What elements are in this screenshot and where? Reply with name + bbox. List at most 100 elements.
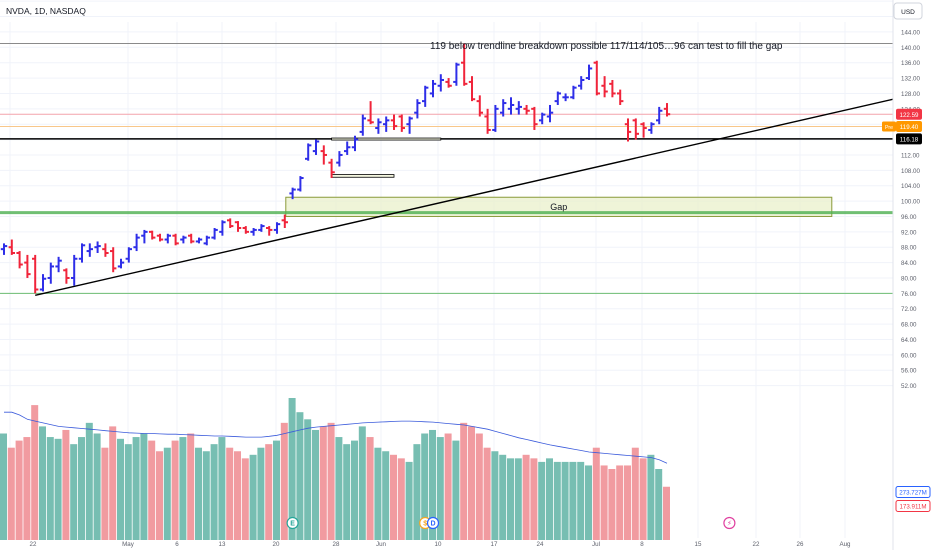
volume-bar bbox=[397, 458, 405, 540]
price-tick-label: 128.00 bbox=[901, 91, 920, 98]
ohlc-bar bbox=[367, 101, 374, 125]
ohlc-bar bbox=[55, 256, 62, 273]
volume-bar bbox=[273, 440, 280, 540]
volume-bar bbox=[374, 447, 382, 540]
volume-bar bbox=[647, 454, 655, 540]
ohlc-bar bbox=[515, 101, 522, 115]
ohlc-bar bbox=[351, 135, 359, 152]
price-axis-background bbox=[893, 0, 932, 550]
event-marker-circle[interactable] bbox=[286, 516, 299, 530]
ohlc-bar bbox=[94, 241, 101, 253]
ohlc-bar bbox=[117, 258, 125, 269]
ohlc-bar bbox=[47, 262, 54, 284]
x-tick-label: May bbox=[122, 541, 135, 548]
volume-bar bbox=[23, 437, 31, 540]
trendline[interactable] bbox=[35, 98, 894, 296]
ohlc-bar bbox=[172, 233, 179, 246]
ohlc-bar bbox=[398, 114, 405, 132]
volume-bar bbox=[46, 437, 54, 540]
x-tick-label: 6 bbox=[175, 541, 179, 548]
ohlc-bar bbox=[344, 141, 351, 155]
volume-bar bbox=[39, 426, 46, 540]
price-tick-label: 144.00 bbox=[901, 29, 920, 36]
ohlc-bar bbox=[461, 43, 468, 86]
ohlc-bar bbox=[359, 114, 366, 136]
ohlc-bar bbox=[562, 93, 569, 102]
ohlc-bar bbox=[219, 220, 226, 236]
ohlc-bar bbox=[390, 114, 398, 130]
level-box-0[interactable] bbox=[331, 174, 395, 178]
volume-bar bbox=[202, 451, 210, 540]
volume-bar bbox=[179, 437, 187, 540]
ohlc-bar bbox=[188, 233, 195, 244]
level-box-1[interactable] bbox=[331, 137, 442, 141]
volume-bar bbox=[249, 454, 257, 540]
volume-bar bbox=[7, 447, 15, 540]
volume-label-value: 273.727M bbox=[899, 490, 927, 497]
volume-label-box bbox=[895, 500, 931, 512]
price-axis-layer[interactable]: 52.00 56.00 60.00 64.00 68.00 72.00 76.00 80.00… bbox=[30, 0, 932, 550]
volume-bar bbox=[522, 454, 530, 540]
volume-bar bbox=[405, 461, 413, 540]
ohlc-bar bbox=[305, 143, 312, 161]
ohlc-bar bbox=[375, 118, 382, 134]
volume-bar bbox=[0, 433, 7, 540]
ohlc-bar bbox=[110, 247, 117, 273]
event-markers-layer[interactable]: E $ D ⚡ bbox=[286, 516, 736, 530]
x-tick-label: Jun bbox=[376, 541, 387, 548]
volume-bar bbox=[452, 440, 460, 540]
ohlc-bar bbox=[523, 104, 530, 115]
drawing-layer[interactable]: Gap bbox=[0, 42, 894, 296]
x-tick-label: 10 bbox=[435, 541, 442, 548]
x-tick-label: 24 bbox=[537, 541, 544, 548]
event-marker-circle[interactable] bbox=[426, 516, 440, 530]
ohlc-bar bbox=[539, 112, 546, 125]
event-marker[interactable]: ⚡ bbox=[723, 516, 736, 530]
ohlc-bar bbox=[445, 78, 452, 88]
ohlc-bar bbox=[468, 76, 476, 102]
ohlc-bar bbox=[289, 187, 296, 200]
ohlc-bar bbox=[266, 226, 273, 236]
ohlc-bar bbox=[570, 85, 577, 100]
volume-bar bbox=[577, 461, 585, 540]
annotation-text[interactable]: 119 below trendline breakdown possible 1… bbox=[430, 41, 783, 52]
event-marker-circle[interactable] bbox=[723, 516, 736, 530]
ohlc-bar bbox=[414, 99, 421, 119]
price-label-value: 119.40 bbox=[900, 124, 919, 131]
ohlc-bar bbox=[609, 79, 616, 98]
x-tick-label: 20 bbox=[273, 541, 280, 548]
volume-bar bbox=[148, 440, 156, 540]
volume-bar bbox=[569, 461, 577, 540]
currency-badge[interactable] bbox=[893, 2, 923, 20]
event-marker[interactable]: D bbox=[426, 516, 440, 530]
ohlc-bar bbox=[39, 274, 47, 292]
price-tick-label: 52.00 bbox=[901, 383, 917, 390]
ohlc-bar bbox=[63, 268, 70, 284]
ohlc-bar bbox=[383, 116, 390, 132]
symbol-title: NVDA, 1D, NASDAQ bbox=[6, 6, 86, 16]
price-label-box bbox=[896, 108, 922, 120]
price-tick-label: 68.00 bbox=[901, 322, 917, 329]
x-tick-label: Aug bbox=[839, 541, 851, 548]
volume-bar bbox=[132, 437, 140, 540]
ohlc-bar bbox=[250, 227, 257, 236]
x-tick-label: 26 bbox=[797, 541, 804, 548]
x-tick-label: 15 bbox=[695, 541, 702, 548]
volume-bar bbox=[538, 461, 546, 540]
event-marker-symbol: E bbox=[290, 521, 295, 528]
ohlc-bar bbox=[227, 218, 234, 228]
volume-bar bbox=[553, 461, 561, 540]
ohlc-bar bbox=[585, 64, 593, 80]
ohlc-bar bbox=[554, 91, 561, 105]
ohlc-bar bbox=[273, 222, 281, 234]
volume-bar bbox=[296, 412, 304, 540]
volume-bar bbox=[639, 458, 647, 540]
price-tick-label: 72.00 bbox=[901, 306, 917, 313]
event-marker[interactable]: E bbox=[286, 516, 299, 530]
volume-bar bbox=[210, 444, 218, 540]
volume-bar bbox=[655, 469, 663, 540]
volume-bar bbox=[366, 437, 374, 540]
volume-bar bbox=[592, 447, 600, 540]
